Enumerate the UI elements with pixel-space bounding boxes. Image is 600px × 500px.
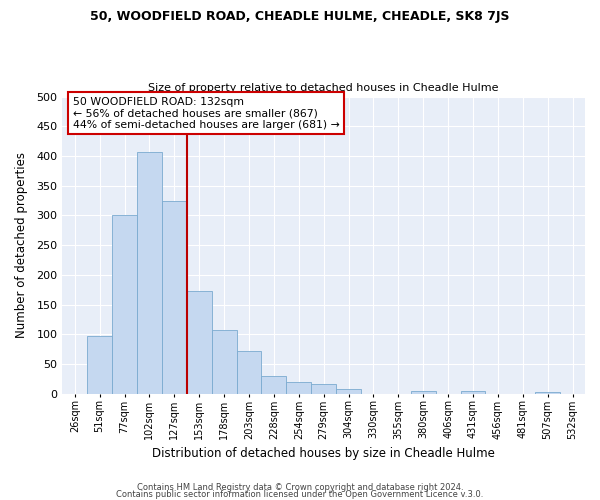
Bar [212, 330, 236, 394]
Bar [137, 152, 162, 394]
Text: 50, WOODFIELD ROAD, CHEADLE HULME, CHEADLE, SK8 7JS: 50, WOODFIELD ROAD, CHEADLE HULME, CHEAD… [90, 10, 510, 23]
Text: Contains public sector information licensed under the Open Government Licence v.: Contains public sector information licen… [116, 490, 484, 499]
Bar [87, 336, 112, 394]
X-axis label: Distribution of detached houses by size in Cheadle Hulme: Distribution of detached houses by size … [152, 447, 495, 460]
Text: Contains HM Land Registry data © Crown copyright and database right 2024.: Contains HM Land Registry data © Crown c… [137, 484, 463, 492]
Bar [112, 216, 137, 394]
Bar [262, 376, 286, 394]
Bar [162, 200, 187, 394]
Bar [411, 391, 436, 394]
Bar [187, 291, 212, 394]
Y-axis label: Number of detached properties: Number of detached properties [15, 152, 28, 338]
Bar [535, 392, 560, 394]
Bar [311, 384, 336, 394]
Bar [336, 389, 361, 394]
Bar [286, 382, 311, 394]
Bar [461, 392, 485, 394]
Text: 50 WOODFIELD ROAD: 132sqm
← 56% of detached houses are smaller (867)
44% of semi: 50 WOODFIELD ROAD: 132sqm ← 56% of detac… [73, 96, 340, 130]
Title: Size of property relative to detached houses in Cheadle Hulme: Size of property relative to detached ho… [148, 83, 499, 93]
Bar [236, 351, 262, 394]
